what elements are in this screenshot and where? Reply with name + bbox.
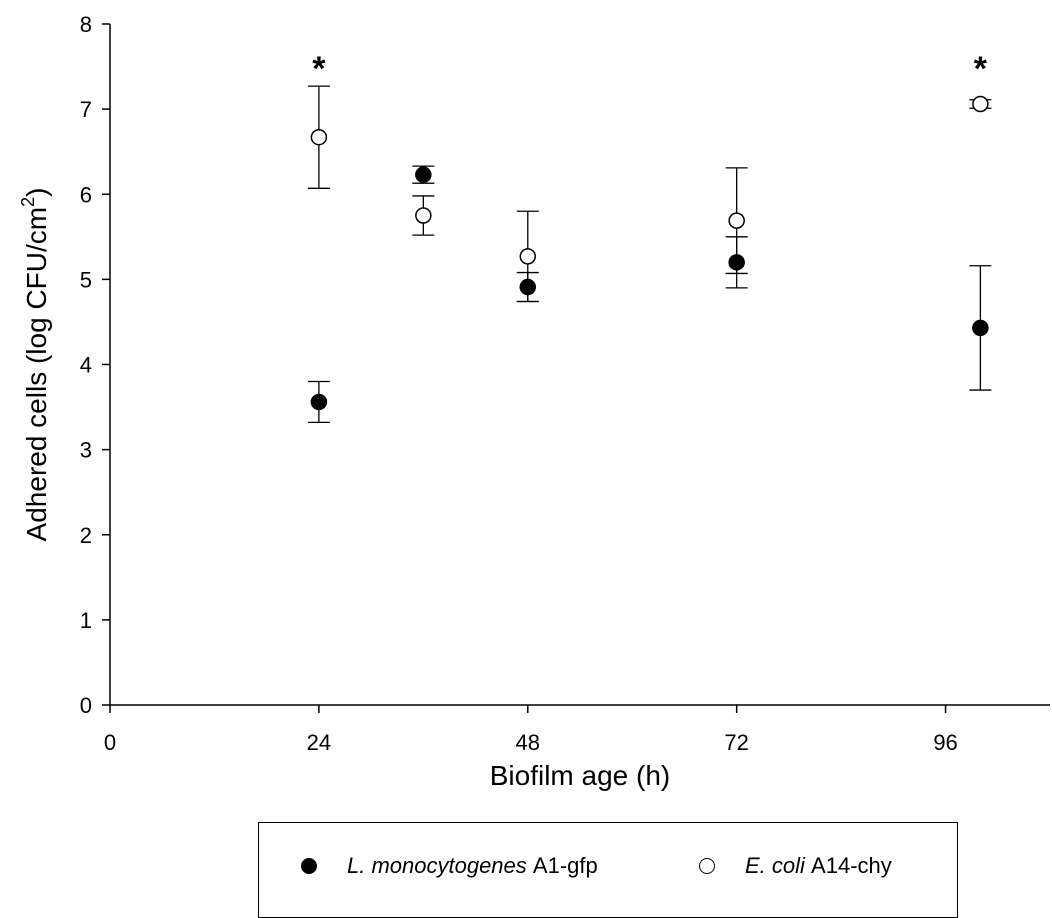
legend-strain-label: A1-gfp: [532, 853, 598, 878]
y-tick-label: 8: [80, 12, 92, 37]
x-tick-label: 0: [104, 730, 116, 755]
legend-strain-label: A14-chy: [811, 853, 892, 878]
filled-data-point: [519, 278, 537, 296]
filled-data-point: [415, 166, 432, 183]
legend-species-label: E. coli: [745, 853, 805, 878]
open-data-point: [728, 212, 745, 229]
y-tick-label: 3: [80, 438, 92, 463]
y-tick-label: 4: [80, 353, 92, 378]
open-data-point: [972, 95, 989, 113]
y-tick-label: 1: [80, 608, 92, 633]
y-tick-label: 7: [80, 97, 92, 122]
y-axis-title: Adhered cells (log CFU/cm2): [18, 188, 52, 542]
y-tick-label: 2: [80, 523, 92, 548]
data-marks: * *: [307, 50, 992, 424]
legend-species-label: L. monocytogenes: [347, 853, 527, 878]
x-tick-label: 48: [516, 730, 540, 755]
significance-marker: *: [974, 50, 988, 88]
legend-item-l-monocytogenes: L. monocytogenes A1-gfp: [301, 853, 598, 879]
x-tick-label: 96: [933, 730, 957, 755]
significance-marker: *: [312, 50, 326, 88]
filled-data-point: [310, 393, 328, 411]
axes: 0 1 2 3 4 5 6 7 8 0 24 48 72 96: [80, 12, 1050, 755]
x-axis-title: Biofilm age (h): [490, 760, 671, 791]
legend: L. monocytogenes A1-gfp E. coli A14-chy: [258, 822, 958, 918]
x-tick-label: 72: [724, 730, 748, 755]
open-data-point: [310, 128, 328, 146]
filled-data-point: [972, 319, 989, 337]
filled-data-point: [728, 254, 745, 271]
legend-item-e-coli: E. coli A14-chy: [699, 853, 892, 879]
y-tick-label: 5: [80, 267, 92, 292]
y-tick-label: 6: [80, 182, 92, 207]
x-tick-label: 24: [307, 730, 331, 755]
filled-circle-icon: [301, 858, 317, 874]
open-data-point: [415, 207, 432, 224]
open-data-point: [519, 248, 537, 265]
y-tick-label: 0: [80, 693, 92, 718]
open-circle-icon: [699, 858, 715, 874]
